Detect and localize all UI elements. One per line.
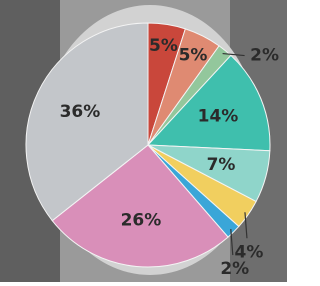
data-label: 2%: [220, 259, 249, 279]
chart: 5%5%2%14%7%4%2%26%36%: [0, 0, 287, 282]
data-label: 26%: [121, 210, 162, 230]
data-label: 2%: [250, 46, 279, 66]
data-label: 36%: [60, 102, 101, 122]
data-label: 14%: [198, 106, 239, 126]
data-label: 5%: [179, 46, 208, 66]
data-label: 7%: [207, 155, 236, 175]
data-label: 5%: [149, 36, 178, 56]
